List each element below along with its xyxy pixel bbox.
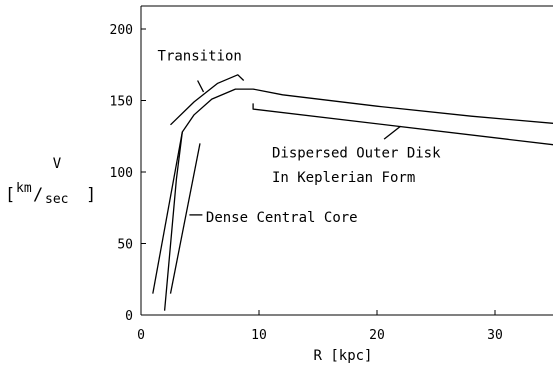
- transition-bracket: [170, 74, 245, 126]
- y-tick-label: 50: [117, 238, 133, 253]
- y-tick-label: 150: [110, 95, 133, 110]
- y-axis-unit-denominator: sec: [45, 192, 68, 207]
- annotations: Transition Dispersed Outer Disk In Kepleri…: [158, 48, 442, 226]
- y-axis-close-bracket: ]: [86, 185, 96, 205]
- outer-disk-leader: [383, 125, 402, 140]
- y-tick-label: 0: [125, 309, 133, 324]
- y-axis-title: V [ km / sec ]: [5, 156, 96, 207]
- x-tick-label: 0: [137, 328, 145, 343]
- outer-disk-bracket: [252, 103, 553, 146]
- annotation-label: In Keplerian Form: [272, 170, 415, 186]
- core-bracket: [152, 131, 183, 294]
- axes: [140, 5, 553, 316]
- x-axis-title: R [kpc]: [313, 348, 372, 364]
- x-tick-label: 30: [487, 328, 503, 343]
- leader-lines: [189, 80, 402, 216]
- y-ticks: 0 50 100 150 200: [110, 23, 146, 324]
- rotation-curve-line: [163, 88, 553, 311]
- rotation-curve: [163, 88, 553, 311]
- annotation-label: Dense Central Core: [206, 210, 358, 226]
- core-bracket: [169, 143, 201, 294]
- y-axis-open-bracket: [: [5, 185, 15, 205]
- x-tick-label: 10: [251, 328, 267, 343]
- transition-leader: [197, 80, 205, 93]
- annotation-label: Dispersed Outer Disk: [272, 146, 441, 162]
- y-tick-label: 100: [110, 166, 133, 181]
- x-ticks: 0 10 20 30: [137, 310, 503, 343]
- x-tick-label: 20: [369, 328, 385, 343]
- y-axis-unit-slash: /: [33, 185, 43, 205]
- y-tick-label: 200: [110, 23, 133, 38]
- y-axis-symbol: V: [53, 156, 62, 172]
- y-axis-unit-numerator: km: [16, 181, 32, 196]
- annotation-label: Transition: [158, 48, 242, 64]
- bracket-lines: [152, 74, 553, 294]
